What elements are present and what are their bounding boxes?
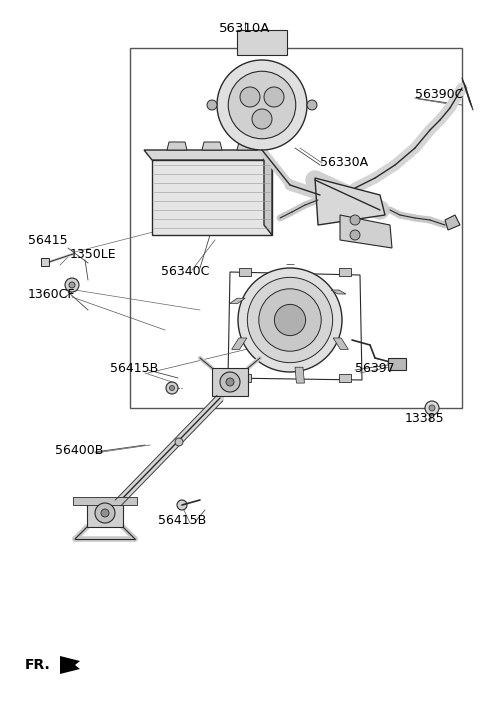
Bar (388, 358, 406, 370)
Bar (339, 374, 351, 382)
Polygon shape (445, 215, 460, 230)
Polygon shape (152, 160, 272, 235)
Circle shape (240, 87, 260, 107)
Circle shape (247, 277, 333, 363)
Polygon shape (144, 150, 272, 160)
Circle shape (307, 100, 317, 110)
Text: 56397: 56397 (355, 362, 395, 375)
Polygon shape (41, 258, 49, 266)
Text: 56415: 56415 (28, 234, 68, 247)
Polygon shape (229, 298, 245, 303)
Circle shape (429, 405, 435, 411)
Polygon shape (202, 142, 222, 150)
Text: 56400B: 56400B (55, 443, 103, 456)
Polygon shape (333, 338, 348, 350)
Text: 56340C: 56340C (161, 265, 209, 278)
Circle shape (217, 60, 307, 150)
Circle shape (252, 109, 272, 129)
Polygon shape (232, 338, 247, 350)
Bar (339, 268, 351, 276)
Text: 1350LE: 1350LE (70, 249, 117, 262)
Bar (130, 48, 462, 408)
Circle shape (177, 500, 187, 510)
Text: 1360CF: 1360CF (28, 288, 75, 302)
Circle shape (350, 230, 360, 240)
Bar (73, 497, 137, 505)
Bar (239, 268, 251, 276)
Circle shape (264, 87, 284, 107)
Circle shape (228, 72, 296, 139)
Polygon shape (237, 142, 257, 150)
Text: 13385: 13385 (405, 412, 444, 425)
Circle shape (350, 215, 360, 225)
Polygon shape (60, 656, 80, 674)
Text: 56415B: 56415B (158, 513, 206, 526)
Circle shape (226, 378, 234, 386)
Polygon shape (167, 142, 187, 150)
Polygon shape (264, 150, 272, 235)
Circle shape (175, 438, 183, 446)
Text: 56310A: 56310A (219, 22, 271, 35)
Circle shape (65, 278, 79, 292)
Circle shape (207, 100, 217, 110)
Circle shape (69, 282, 75, 288)
Text: 56330A: 56330A (320, 155, 368, 169)
Circle shape (166, 382, 178, 394)
Text: 56390C: 56390C (415, 89, 463, 102)
Circle shape (238, 268, 342, 372)
Text: 56415B: 56415B (110, 362, 158, 375)
Circle shape (101, 509, 109, 517)
Circle shape (220, 372, 240, 392)
Polygon shape (295, 368, 304, 383)
Circle shape (259, 289, 321, 351)
Bar (239, 374, 251, 382)
Circle shape (275, 305, 306, 335)
Polygon shape (331, 290, 346, 294)
Circle shape (95, 503, 115, 523)
Polygon shape (315, 178, 385, 225)
Text: FR.: FR. (25, 658, 51, 672)
Circle shape (169, 385, 175, 390)
Circle shape (425, 401, 439, 415)
Polygon shape (237, 30, 287, 55)
Bar (212, 368, 248, 396)
Bar (87, 499, 123, 527)
Polygon shape (340, 215, 392, 248)
